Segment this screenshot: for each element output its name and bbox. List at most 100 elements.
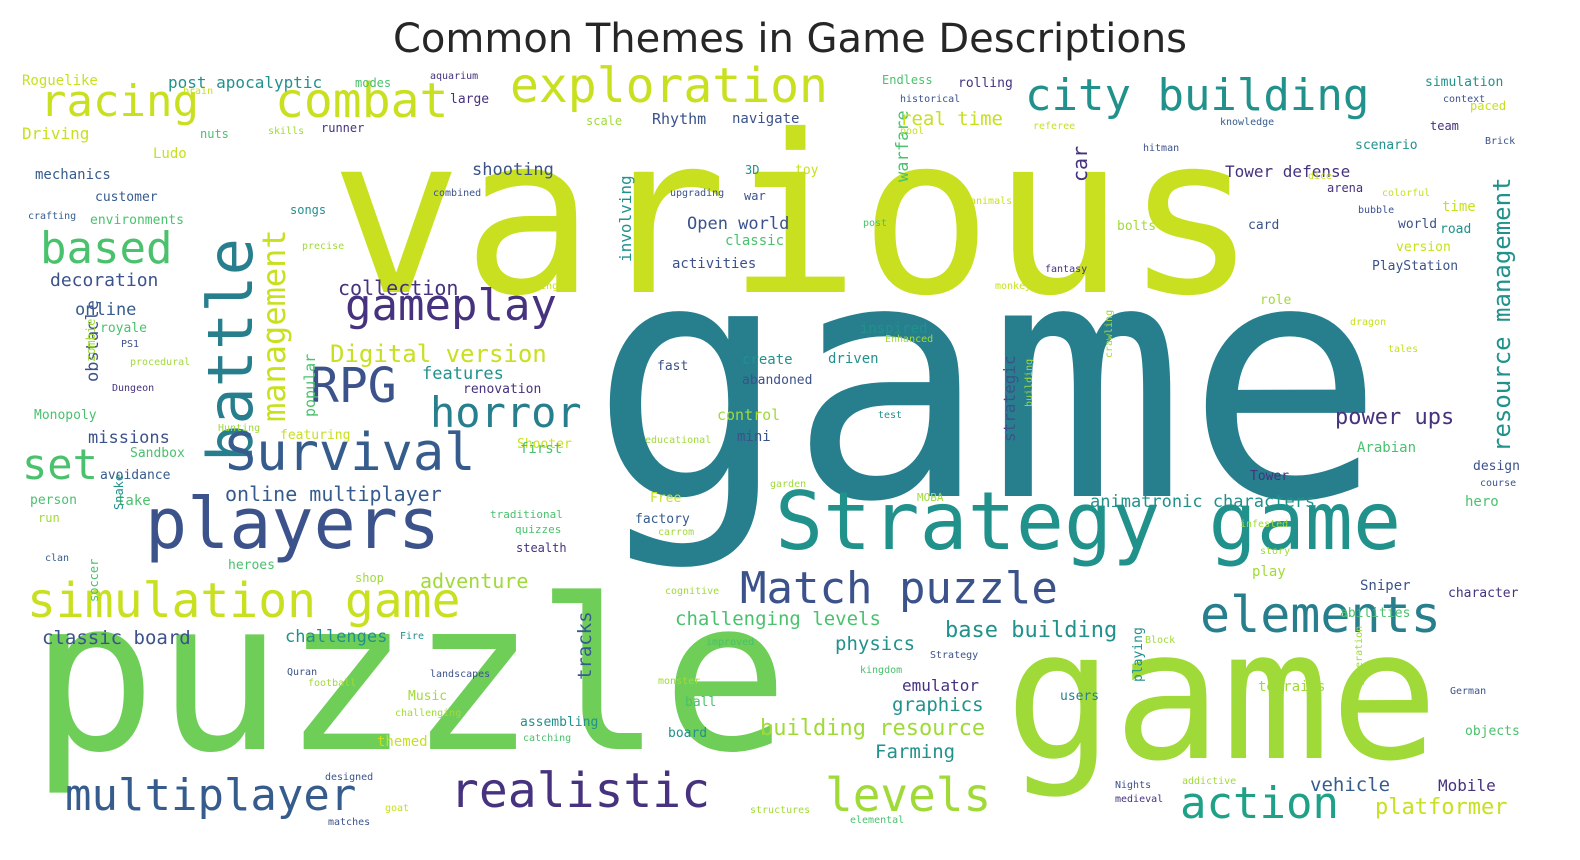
cloud-word: run <box>38 511 60 525</box>
cloud-word: themed <box>377 734 428 750</box>
cloud-word: classic <box>725 233 785 249</box>
cloud-word: Fire <box>400 631 425 642</box>
word-cloud: various game puzzle game Strategy game player… <box>20 62 1550 847</box>
cloud-word: animals <box>970 196 1013 207</box>
cloud-word: road <box>1440 222 1472 237</box>
cloud-word: first <box>520 441 563 457</box>
cloud-word: colorful <box>1382 188 1431 199</box>
cloud-word: activities <box>672 256 757 272</box>
cloud-word: playing <box>1131 627 1146 682</box>
cloud-word: play <box>1252 564 1286 580</box>
cloud-word: Open world <box>687 214 790 234</box>
cloud-word: city building <box>1025 70 1370 121</box>
cloud-word: Endless <box>882 73 933 87</box>
cloud-word: dice <box>1308 171 1333 182</box>
cloud-word: combined <box>433 188 482 199</box>
cloud-word: medieval <box>1115 794 1164 805</box>
cloud-word: abilities <box>1340 606 1411 621</box>
cloud-word: board <box>668 726 708 741</box>
cloud-word: post <box>863 218 888 229</box>
cloud-word: online <box>75 300 137 320</box>
cloud-word: stealth <box>516 541 567 555</box>
cloud-word: cognitive <box>665 586 720 597</box>
cloud-word: Rhythm <box>652 110 707 128</box>
cloud-word: precise <box>302 241 345 252</box>
cloud-word: Hunting <box>218 423 261 434</box>
cloud-word: exploration <box>510 62 828 114</box>
cloud-word: bubble <box>1358 205 1395 216</box>
cloud-word: gameplay <box>345 280 557 331</box>
cloud-word: multiplayer <box>65 770 357 821</box>
cloud-word: card <box>1248 218 1280 233</box>
cloud-word: clan <box>45 553 70 564</box>
cloud-word: 3D <box>745 163 760 177</box>
cloud-word: tracks <box>574 611 596 680</box>
cloud-word: classic board <box>42 627 191 649</box>
cloud-word: decoration <box>50 270 159 291</box>
cloud-word: strategic <box>1000 355 1019 442</box>
cloud-word: songs <box>290 203 327 217</box>
cloud-word: platformer <box>1375 795 1508 820</box>
cloud-word: control <box>717 406 781 424</box>
cloud-word: resource management <box>1488 177 1516 452</box>
cloud-word: missions <box>88 428 170 448</box>
cloud-word: traditional <box>490 508 563 521</box>
cloud-word: garden <box>770 479 807 490</box>
cloud-word: MOBA <box>917 491 944 504</box>
cloud-word: management <box>255 229 293 422</box>
cloud-word: customer <box>95 190 158 205</box>
cloud-word: arena <box>1327 181 1364 195</box>
cloud-word: combat <box>275 73 449 129</box>
cloud-word: runner <box>321 121 365 135</box>
cloud-word: monster <box>658 676 701 687</box>
cloud-word: physics <box>835 633 916 655</box>
cloud-word: vehicle <box>1310 774 1391 796</box>
cloud-word: PS1 <box>121 339 140 350</box>
cloud-word: building resource <box>760 716 986 741</box>
cloud-word: toy <box>795 163 819 178</box>
cloud-word: Roguelike <box>22 73 98 89</box>
cloud-word: brain <box>183 86 214 97</box>
cloud-word: zombie <box>84 318 98 362</box>
cloud-word: shop <box>355 571 384 585</box>
cloud-word: popular <box>301 353 319 417</box>
cloud-word: dragon <box>1350 317 1387 328</box>
cloud-word: horror <box>430 388 582 437</box>
cloud-word: world <box>1398 217 1438 232</box>
cloud-word: assembling <box>520 715 599 730</box>
cloud-word: tales <box>1388 344 1419 355</box>
cloud-word: challenges <box>285 627 388 647</box>
cloud-word: elemental <box>850 815 905 826</box>
cloud-word: design <box>1473 459 1520 474</box>
cloud-word: elements <box>1200 586 1441 644</box>
cloud-word: character <box>1448 586 1519 601</box>
cloud-word: Ludo <box>153 146 187 162</box>
cloud-word: environments <box>90 213 184 228</box>
cloud-word: modes <box>355 76 392 90</box>
cloud-word: renovation <box>463 382 542 397</box>
cloud-word: improved <box>706 637 755 648</box>
cloud-word: terrains <box>1258 679 1326 695</box>
cloud-word: levels <box>825 768 992 822</box>
cloud-word: adventure <box>420 569 529 593</box>
cloud-word: generation <box>1354 625 1365 686</box>
cloud-word: goat <box>385 803 410 814</box>
cloud-word: kingdom <box>860 665 903 676</box>
cloud-word: shooting <box>472 160 554 180</box>
cloud-word: car <box>1068 145 1092 182</box>
cloud-word: power ups <box>1335 405 1455 430</box>
cloud-word: objects <box>1465 724 1520 739</box>
cloud-word: aquarium <box>430 71 479 82</box>
cloud-word: paced <box>1470 99 1507 113</box>
cloud-word: game <box>590 190 1385 574</box>
cloud-word: abandoned <box>742 373 813 388</box>
cloud-word: German <box>1450 686 1487 697</box>
cloud-word: Shooter <box>517 437 572 452</box>
cloud-word: take <box>117 493 151 509</box>
cloud-word: hitman <box>1143 143 1180 154</box>
cloud-word: rolling <box>958 76 1013 91</box>
cloud-word: war <box>744 189 766 203</box>
cloud-word: RPG <box>310 358 397 414</box>
cloud-word: carrom <box>658 527 695 538</box>
